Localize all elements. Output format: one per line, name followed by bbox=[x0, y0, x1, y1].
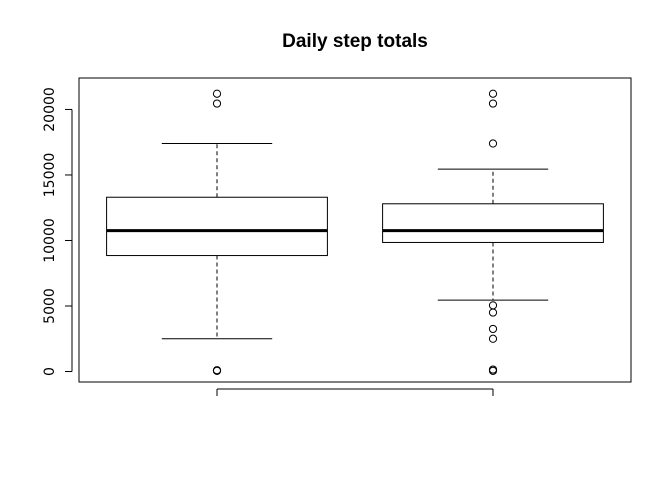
outlier-point bbox=[488, 139, 498, 148]
outlier-point bbox=[488, 366, 498, 375]
outlier-point bbox=[212, 89, 222, 98]
iqr-box bbox=[106, 196, 328, 257]
boxplot-series bbox=[106, 89, 604, 375]
outlier-point bbox=[212, 366, 222, 375]
y-tick-label: 5000 bbox=[42, 288, 58, 324]
outlier-point bbox=[488, 99, 498, 108]
outlier-point bbox=[488, 324, 498, 334]
outlier-point bbox=[488, 308, 498, 317]
box-group bbox=[106, 89, 328, 375]
box-group bbox=[382, 89, 604, 375]
outlier-point bbox=[488, 301, 498, 310]
y-tick-label: 15000 bbox=[42, 153, 58, 198]
y-tick-label: 10000 bbox=[42, 218, 58, 263]
outlier-point bbox=[212, 99, 222, 108]
y-axis: 0 5000 10000 15000 20000 bbox=[42, 87, 73, 376]
outlier-point bbox=[488, 89, 498, 98]
iqr-box bbox=[382, 203, 604, 243]
y-tick-label: 20000 bbox=[42, 87, 58, 132]
y-tick-label: 0 bbox=[42, 367, 58, 376]
outlier-point bbox=[488, 334, 498, 343]
plot-frame bbox=[78, 77, 632, 383]
x-axis bbox=[216, 388, 494, 396]
chart-title: Daily step totals bbox=[282, 31, 428, 52]
